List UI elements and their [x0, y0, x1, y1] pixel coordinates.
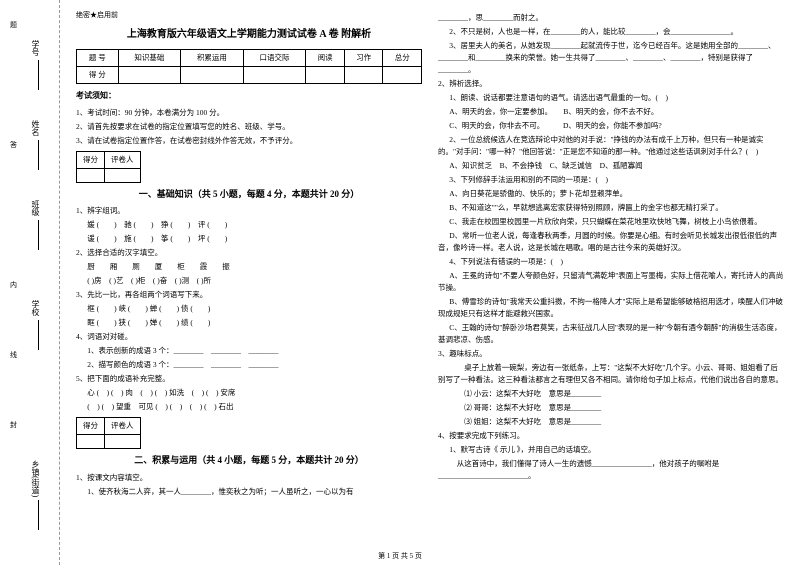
text-line: C、明天的会，你非去不可。 D、明天的会，你能不参加吗? [438, 120, 784, 132]
text-line: A、向日葵花是骄傲的、快乐的；萝卜花却显赖萍单。 [438, 188, 784, 200]
text-line: A、王冕的诗句"不要人夸颜色好，只留清气满乾坤"表面上写墨梅，实际上借花喻人，寄… [438, 270, 784, 294]
margin-label-id: 学号 [30, 40, 41, 56]
q3-stem: 3、先比一比，再各组两个词语写下来。 [76, 289, 422, 301]
text-line: 4、下列说法有错误的一项是：( ) [438, 256, 784, 268]
q2-row: 厨 厢 厕 厦 柜 霞 振 [76, 261, 422, 273]
q4-stem: 4、词语对对碰。 [76, 331, 422, 343]
q6-row: 1、使齐秋海二人弈，其一人________，惟奕秋之为听；一人虽听之，一心以为有 [76, 486, 422, 498]
text-line: 4、按要求完成下列练习。 [438, 430, 784, 442]
notice-item: 2、请首先按要求在试卷的指定位置填写您的姓名、班级、学号。 [76, 121, 422, 133]
margin-label-school: 学校 [30, 300, 41, 316]
tri-mark: 题 [10, 20, 17, 30]
text-line: ________，思________而射之。 [438, 12, 784, 24]
tri-mark: 内 [10, 280, 17, 290]
text-line: ⑵ 哥哥：这梨不大好吃 意思是________ [438, 402, 784, 414]
left-column: 绝密★启用前 上海教育版六年级语文上学期能力测试试卷 A 卷 附解析 题 号 知… [68, 10, 430, 555]
text-line: 2、辨析选择。 [438, 78, 784, 90]
score-header: 阅读 [306, 50, 345, 67]
text-line: 3、下列修辞手法运用和别的不同的一项是：( ) [438, 174, 784, 186]
q1-row: 媛 ( ) 驰 ( ) 狰 ( ) 评 ( ) [76, 219, 422, 231]
margin-label-name: 姓名 [30, 120, 41, 136]
text-line: B、傅雪珍的诗句"我常天公重抖擞，不拘一格降人才"实际上是希望能够破格招用选才，… [438, 296, 784, 320]
score-header: 积累运用 [181, 50, 244, 67]
q3-row: 框 ( ) 峡 ( ) 蝉 ( ) 债 ( ) [76, 303, 422, 315]
text-line: C、王翰的诗句"醉卧沙场君莫笑，古来征战几人回"表现的是一种"今朝有酒今朝醉"的… [438, 322, 784, 346]
margin-label-town: 乡镇(街道) [30, 460, 41, 497]
text-line: 桌子上放着一碗梨，旁边有一张纸条，上写："这梨不大好吃"几个字。小云、哥哥、姐姐… [438, 362, 784, 386]
score-header: 习作 [344, 50, 383, 67]
exam-title: 上海教育版六年级语文上学期能力测试试卷 A 卷 附解析 [76, 27, 422, 43]
marker-table: 得分评卷人 [76, 151, 141, 183]
score-row2-label: 得 分 [77, 67, 119, 84]
q1-stem: 1、辨字组词。 [76, 205, 422, 217]
text-line: B、不知道这""么，早就想逃离宏家获得特别照顾，牌匾上的金字也都无精打采了。 [438, 202, 784, 214]
score-header: 总分 [383, 50, 422, 67]
tri-mark: 封 [10, 420, 17, 430]
text-line: 从这首诗中，我们懂得了诗人一生的遗憾________________，他对孩子的… [438, 458, 784, 482]
section1-title: 一、基础知识（共 5 小题，每题 4 分，本题共计 20 分） [76, 187, 422, 201]
q4-row: 2、描写颜色的成语 3 个：________ ________ ________ [76, 359, 422, 371]
text-line: A、明天的会，你一定要参加。 B、明天的会，你不去不好。 [438, 106, 784, 118]
right-column: ________，思________而射之。 2、不只是树，人也是一样，在___… [430, 10, 792, 555]
q5-stem: 5、把下面的成语补充完整。 [76, 373, 422, 385]
exam-page: 学号 姓名 班级 学校 乡镇(街道) 题 答 内 线 封 绝密★启用前 上海教育… [0, 0, 800, 565]
text-line: 1、朗读、说话都要注意语句的语气。请选出语气最重的一句。( ) [438, 92, 784, 104]
text-line: A、知识贫乏 B、不会挣钱 C、缺乏诚信 D、孤陋寡闻 [438, 160, 784, 172]
text-line: D、常听一位老人说，每逢春秋两季，月圆的时候。你要是心细。有时会听见长城发出很低… [438, 230, 784, 254]
q1-row: 谖 ( ) 施 ( ) 筝 ( ) 坪 ( ) [76, 233, 422, 245]
q5-row: 心 ( ) ( ) 肉 ( ) ( ) 如洗 ( ) ( ) 安席 [76, 387, 422, 399]
content-area: 绝密★启用前 上海教育版六年级语文上学期能力测试试卷 A 卷 附解析 题 号 知… [60, 0, 800, 565]
secret-mark: 绝密★启用前 [76, 10, 422, 21]
margin-label-class: 班级 [30, 200, 41, 216]
score-header: 知识基础 [118, 50, 181, 67]
binding-margin: 学号 姓名 班级 学校 乡镇(街道) 题 答 内 线 封 [0, 0, 60, 565]
q5-row: ( ) ( ) 望重 可见 ( ) ( ) ( ) ( ) 石出 [76, 401, 422, 413]
page-footer: 第 1 页 共 5 页 [0, 551, 800, 561]
text-line: ⑶ 姐姐：这梨不大好吃 意思是________ [438, 416, 784, 428]
notice-title: 考试须知： [76, 90, 422, 103]
text-line: 2、不只是树，人也是一样，在________的人，能比较________，会__… [438, 26, 784, 38]
text-line: 3、居里夫人的美名，从她发现________起就流传于世，迄今已经百年。这是她用… [438, 40, 784, 76]
text-line: ⑴ 小云：这梨不大好吃 意思是________ [438, 388, 784, 400]
q2-stem: 2、选择合适的汉字填空。 [76, 247, 422, 259]
score-header: 题 号 [77, 50, 119, 67]
marker-table: 得分评卷人 [76, 417, 141, 449]
q2-row: ( )房 ( )艺 ( )柜 ( )奋 ( )测 ( )所 [76, 275, 422, 287]
text-line: C、我走在校园里校园里一片欣欣向荣，只只蝴蝶在菜花地里欢快地飞舞，树枝上小鸟依偎… [438, 216, 784, 228]
tri-mark: 答 [10, 140, 17, 150]
notice-item: 3、请在试卷指定位置作答，在试卷密封线外作答无效，不予评分。 [76, 135, 422, 147]
tri-mark: 线 [10, 350, 17, 360]
text-line: 1、默写古诗《 示儿 》，并用自己的话填空。 [438, 444, 784, 456]
section2-title: 二、积累与运用（共 4 小题，每题 5 分，本题共计 20 分） [76, 453, 422, 467]
q3-row: 眶 ( ) 狭 ( ) 婵 ( ) 绩 ( ) [76, 317, 422, 329]
q6-stem: 1、按课文内容填空。 [76, 472, 422, 484]
notice-item: 1、考试时间：90 分钟，本卷满分为 100 分。 [76, 107, 422, 119]
score-table: 题 号 知识基础 积累运用 口语交际 阅读 习作 总分 得 分 [76, 49, 422, 84]
q4-row: 1、表示创新的成语 3 个：________ ________ ________ [76, 345, 422, 357]
text-line: 3、趣味标点。 [438, 348, 784, 360]
score-header: 口语交际 [243, 50, 306, 67]
text-line: 2、一位总统候选人在竞选辩论中对他的对手说："挣钱的办法有成千上万种，但只有一种… [438, 134, 784, 158]
